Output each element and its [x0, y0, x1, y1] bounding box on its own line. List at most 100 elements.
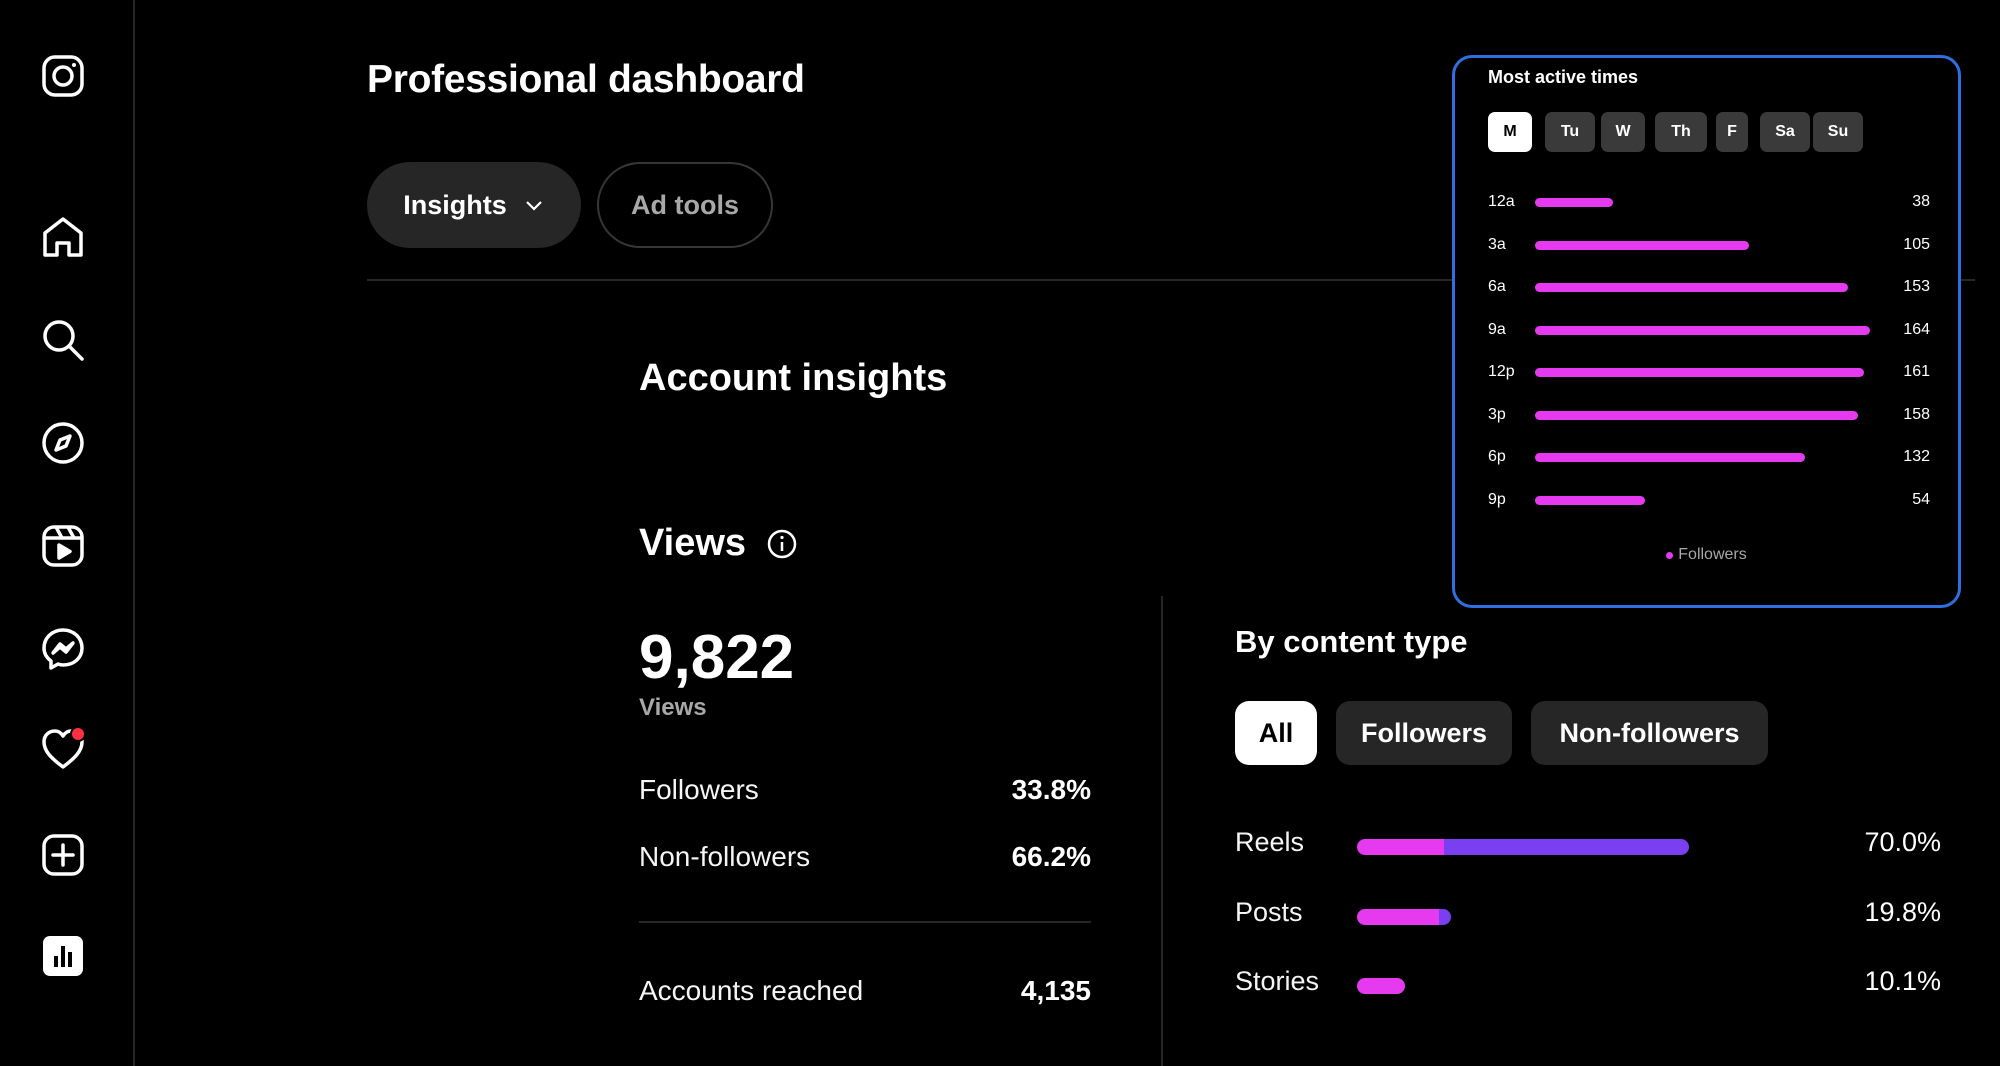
- home-icon[interactable]: [36, 210, 90, 264]
- hour-label: 6a: [1488, 278, 1506, 295]
- vertical-divider: [1161, 596, 1163, 1066]
- dashboard-icon[interactable]: [36, 929, 90, 983]
- tab-ad-tools[interactable]: Ad tools: [597, 162, 773, 248]
- content-type-label: Reels: [1235, 827, 1305, 857]
- hour-label: 3a: [1488, 235, 1506, 253]
- day-button-sa[interactable]: Sa: [1760, 112, 1810, 152]
- hour-row: 9a 164: [1488, 317, 1930, 343]
- content-type-label: Stories: [1235, 966, 1320, 996]
- hour-row: 12p 161: [1488, 359, 1930, 385]
- hour-value: 54: [1912, 490, 1930, 508]
- day-button-th[interactable]: Th: [1655, 112, 1707, 152]
- explore-icon[interactable]: [36, 416, 90, 470]
- day-button-w[interactable]: W: [1601, 112, 1645, 152]
- content-type-percent: 19.8%: [1864, 897, 1941, 927]
- content-type-row-posts: Posts 19.8%: [1235, 897, 1941, 937]
- hour-bar: [1535, 453, 1805, 462]
- hour-label: 3p: [1488, 405, 1506, 423]
- hour-bar: [1535, 325, 1870, 335]
- hour-value: 38: [1912, 193, 1930, 210]
- followers-stat-row: Followers 33.8%: [639, 774, 1091, 806]
- views-title: Views: [639, 522, 747, 564]
- day-button-su[interactable]: Su: [1813, 112, 1863, 152]
- followers-value: 33.8%: [1011, 774, 1091, 805]
- header-divider: [367, 279, 1975, 281]
- hour-row: 3a 105: [1488, 232, 1930, 258]
- by-content-type-title: By content type: [1235, 624, 1468, 659]
- nonfollowers-value: 66.2%: [1011, 841, 1091, 872]
- nonfollowers-segment: [1439, 909, 1451, 925]
- info-icon[interactable]: [766, 528, 798, 560]
- accounts-reached-value: 4,135: [1020, 975, 1091, 1006]
- create-icon[interactable]: [36, 828, 90, 882]
- reels-icon[interactable]: [36, 519, 90, 573]
- tab-insights[interactable]: Insights: [367, 162, 581, 248]
- hour-bar: [1535, 283, 1848, 292]
- followers-segment: [1357, 978, 1405, 994]
- content-type-label: Posts: [1235, 897, 1303, 927]
- nonfollowers-label: Non-followers: [639, 841, 811, 872]
- chart-legend: Followers: [1455, 546, 1958, 564]
- search-icon[interactable]: [36, 313, 90, 367]
- content-type-bar-track: [1357, 978, 1689, 994]
- most-active-times-panel: Most active times M Tu W Th F Sa Su 12a 38 3a 105…: [1452, 55, 1961, 608]
- views-header: Views: [639, 522, 798, 565]
- hour-value: 132: [1903, 448, 1930, 465]
- tab-insights-label: Insights: [403, 189, 507, 220]
- hour-row: 6a 153: [1488, 274, 1930, 300]
- hour-label: 12a: [1488, 193, 1515, 210]
- notifications-heart-icon[interactable]: [36, 722, 90, 776]
- content-type-row-stories: Stories 10.1%: [1235, 966, 1941, 1006]
- tab-ad-tools-label: Ad tools: [631, 189, 739, 220]
- hour-label: 9a: [1488, 320, 1506, 338]
- hour-value: 164: [1903, 320, 1930, 338]
- stats-divider: [639, 921, 1091, 923]
- hour-bar: [1535, 368, 1864, 377]
- notification-badge: [70, 726, 86, 742]
- messenger-icon[interactable]: [36, 622, 90, 676]
- content-type-percent: 10.1%: [1864, 966, 1941, 996]
- hour-bar: [1535, 410, 1858, 420]
- sidebar: [0, 0, 135, 1066]
- day-button-tu[interactable]: Tu: [1545, 112, 1595, 152]
- instagram-logo-icon[interactable]: [36, 49, 90, 103]
- day-button-m[interactable]: M: [1488, 112, 1532, 152]
- followers-label: Followers: [639, 774, 759, 805]
- hour-value: 105: [1903, 235, 1930, 253]
- hour-bar: [1535, 495, 1645, 505]
- legend-label: Followers: [1678, 546, 1747, 563]
- chevron-down-icon: [525, 201, 542, 211]
- filter-nonfollowers-button[interactable]: Non-followers: [1531, 701, 1768, 765]
- hour-row: 3p 158: [1488, 402, 1930, 428]
- hour-bar: [1535, 240, 1749, 250]
- accounts-reached-row: Accounts reached 4,135: [639, 975, 1091, 1007]
- filter-followers-button[interactable]: Followers: [1336, 701, 1512, 765]
- most-active-times-title: Most active times: [1488, 67, 1639, 87]
- page-title: Professional dashboard: [367, 58, 805, 101]
- hour-row: 6p 132: [1488, 444, 1930, 470]
- followers-segment: [1357, 839, 1444, 855]
- content-type-row-reels: Reels 70.0%: [1235, 827, 1941, 867]
- content-type-bar-track: [1357, 839, 1689, 855]
- day-button-f[interactable]: F: [1716, 112, 1748, 152]
- content-type-bar-track: [1357, 909, 1689, 925]
- legend-dot: [1666, 551, 1674, 559]
- accounts-reached-label: Accounts reached: [639, 975, 864, 1006]
- hour-label: 12p: [1488, 363, 1515, 380]
- nonfollowers-stat-row: Non-followers 66.2%: [639, 841, 1091, 873]
- content-type-bar: [1357, 978, 1405, 994]
- content-type-bar: [1357, 839, 1689, 855]
- hour-bar: [1535, 198, 1613, 207]
- hour-row: 12a 38: [1488, 189, 1930, 215]
- hour-value: 153: [1903, 278, 1930, 295]
- content-type-percent: 70.0%: [1864, 827, 1941, 857]
- hour-value: 161: [1903, 363, 1930, 380]
- hour-label: 6p: [1488, 448, 1506, 465]
- hour-row: 9p 54: [1488, 487, 1930, 513]
- nonfollowers-segment: [1444, 839, 1689, 855]
- filter-all-button[interactable]: All: [1235, 701, 1317, 765]
- hour-label: 9p: [1488, 490, 1506, 508]
- views-total-label: Views: [639, 694, 707, 721]
- content-type-bar: [1357, 909, 1451, 925]
- followers-segment: [1357, 909, 1439, 925]
